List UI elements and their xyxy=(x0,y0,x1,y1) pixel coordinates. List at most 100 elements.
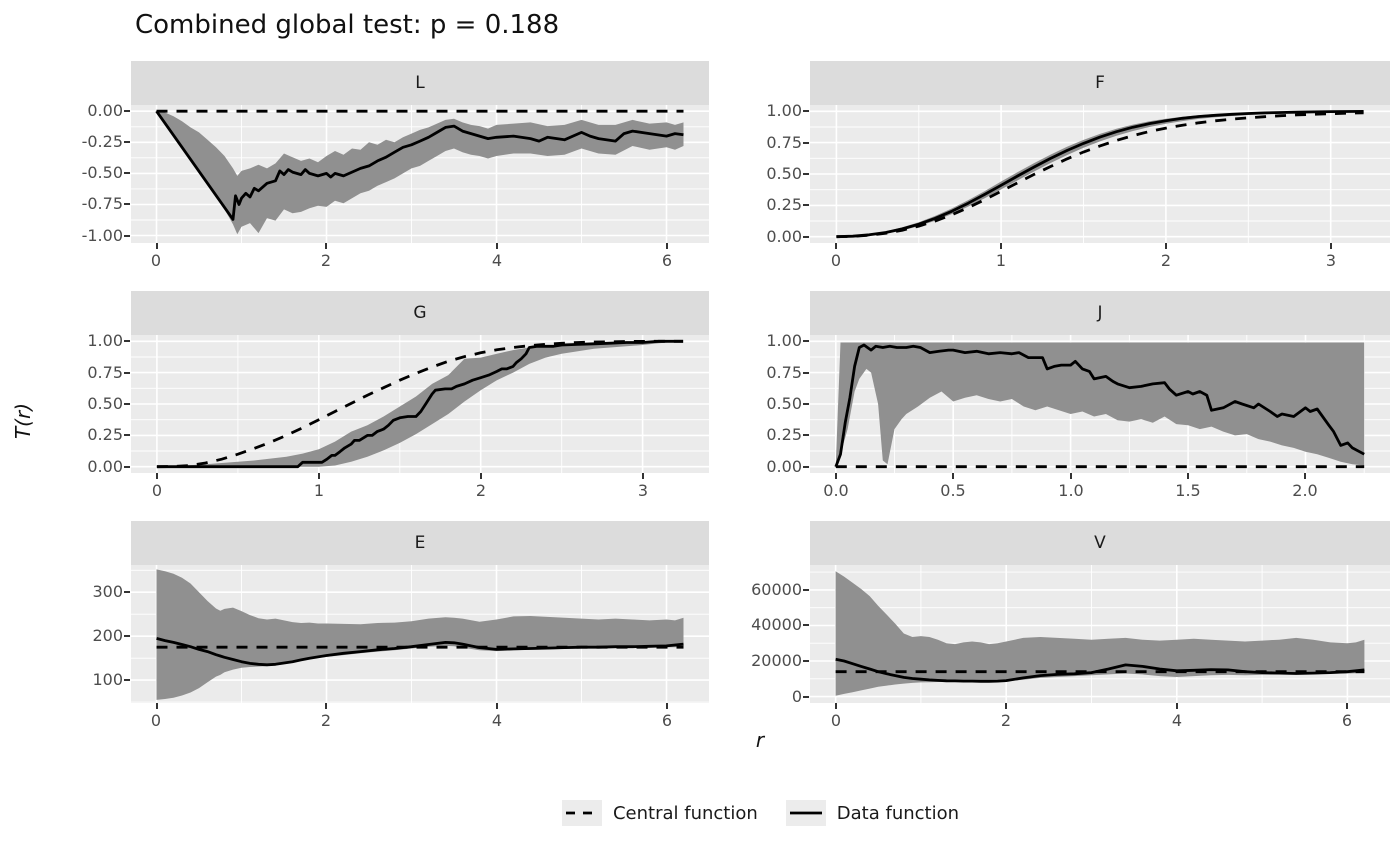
y-tick-label: 0.50 xyxy=(87,394,123,413)
page-title: Combined global test: p = 0.188 xyxy=(135,10,560,40)
x-tick-label: 0 xyxy=(830,251,842,270)
y-tick-mark xyxy=(124,141,130,143)
y-tick-mark xyxy=(124,235,130,237)
y-tick-mark xyxy=(803,466,809,468)
y-tick-label: -1.00 xyxy=(81,226,123,245)
y-tick-label: -0.75 xyxy=(81,194,123,213)
data-function-line-E xyxy=(156,637,684,667)
y-tick-label: 0 xyxy=(791,687,802,706)
y-tick-mark xyxy=(803,204,809,206)
y-tick-mark xyxy=(803,696,809,698)
x-tick-mark xyxy=(156,473,158,479)
y-tick-mark xyxy=(124,203,130,205)
x-tick-mark xyxy=(642,473,644,479)
y-tick-label: 0.75 xyxy=(87,363,123,382)
y-tick-mark xyxy=(124,635,130,637)
legend-item-central: Central function xyxy=(561,800,758,826)
y-tick-label: 0.00 xyxy=(766,227,802,246)
x-tick-mark xyxy=(318,473,320,479)
x-tick-mark xyxy=(666,243,668,249)
y-tick-mark xyxy=(124,434,130,436)
x-tick-label: 2.0 xyxy=(1292,481,1318,500)
x-tick-mark xyxy=(1330,243,1332,249)
y-tick-mark xyxy=(124,679,130,681)
x-tick-label: 0 xyxy=(150,251,162,270)
y-tick-mark xyxy=(803,142,809,144)
y-tick-mark xyxy=(803,372,809,374)
envelope-band-G xyxy=(156,341,684,467)
x-tick-label: 3 xyxy=(637,481,649,500)
y-tick-mark xyxy=(803,340,809,342)
plot-area-L: 0.00 -0.25 -0.50 -0.75 -1.00 0 2 4 6 xyxy=(82,101,709,270)
y-tick-label: 200 xyxy=(92,626,123,645)
y-tick-label: 300 xyxy=(92,582,123,601)
legend-label-data: Data function xyxy=(836,802,960,824)
y-tick-mark xyxy=(803,173,809,175)
x-tick-label: 1 xyxy=(313,481,325,500)
x-tick-label: 2 xyxy=(475,481,487,500)
x-tick-label: 1 xyxy=(995,251,1007,270)
data-function-line-G xyxy=(156,339,684,469)
y-tick-label: 60000 xyxy=(751,580,802,599)
y-tick-label: -0.50 xyxy=(81,163,123,182)
x-tick-label: 4 xyxy=(491,251,503,270)
x-tick-mark xyxy=(480,473,482,479)
y-tick-mark xyxy=(803,434,809,436)
plot-area-E: 300 200 100 0 2 4 6 xyxy=(92,565,709,730)
facet-strip-E: E xyxy=(131,521,709,565)
x-tick-label: 2 xyxy=(320,251,332,270)
y-tick-label: 0.75 xyxy=(766,363,802,382)
y-tick-label: 100 xyxy=(92,670,123,689)
y-tick-label: 20000 xyxy=(751,651,802,670)
facet-panel-L: L 0.00 -0.25 -0.50 -0.75 -1.00 0 2 4 6 xyxy=(82,61,709,270)
x-tick-mark xyxy=(1176,703,1178,709)
plot-area-F: 1.00 0.75 0.50 0.25 0.00 0 1 2 3 xyxy=(766,101,1390,270)
envelope-band-V xyxy=(835,571,1365,696)
x-tick-mark xyxy=(835,703,837,709)
x-tick-mark xyxy=(156,243,158,249)
facet-strip-J: J xyxy=(810,291,1390,335)
x-tick-mark xyxy=(952,473,954,479)
envelope-band-L xyxy=(156,111,684,235)
x-tick-label: 2 xyxy=(1000,711,1012,730)
y-tick-label: 0.75 xyxy=(766,133,802,152)
y-tick-mark xyxy=(803,624,809,626)
x-tick-mark xyxy=(325,703,327,709)
data-function-line-F xyxy=(836,110,1364,239)
central-function-line-F xyxy=(836,111,1364,239)
dashed-line-icon xyxy=(561,800,602,826)
x-tick-label: 0 xyxy=(151,481,163,500)
facet-panel-F: F 1.00 0.75 0.50 0.25 0.00 0 1 2 3 xyxy=(766,61,1390,270)
y-tick-mark xyxy=(803,660,809,662)
y-tick-mark xyxy=(803,236,809,238)
x-tick-mark xyxy=(1187,473,1189,479)
data-function-line-J xyxy=(834,343,1365,468)
y-tick-label: 0.25 xyxy=(766,195,802,214)
facet-strip-F: F xyxy=(810,61,1390,105)
y-tick-label: 1.00 xyxy=(766,331,802,350)
envelope-band-E xyxy=(156,569,684,700)
plot-area-J: 1.00 0.75 0.50 0.25 0.00 0.0 0.5 1.0 1.5 2.0 xyxy=(766,331,1390,500)
x-tick-label: 4 xyxy=(491,711,503,730)
x-tick-mark xyxy=(325,243,327,249)
y-tick-mark xyxy=(124,591,130,593)
x-tick-label: 2 xyxy=(320,711,332,730)
x-tick-mark xyxy=(1000,243,1002,249)
y-tick-label: 0.50 xyxy=(766,164,802,183)
facet-panel-J: J 1.00 0.75 0.50 0.25 0.00 0.0 0.5 1.0 1.5 2.0 xyxy=(766,291,1390,500)
x-tick-label: 6 xyxy=(661,251,673,270)
y-tick-label: 1.00 xyxy=(766,101,802,120)
envelope-band-F xyxy=(836,111,1364,237)
y-tick-label: 0.00 xyxy=(87,457,123,476)
facet-strip-V: V xyxy=(810,521,1390,565)
y-tick-label: 1.00 xyxy=(87,331,123,350)
x-tick-label: 6 xyxy=(1341,711,1353,730)
x-tick-mark xyxy=(835,243,837,249)
y-tick-mark xyxy=(803,403,809,405)
plot-area-G: 1.00 0.75 0.50 0.25 0.00 0 1 2 3 xyxy=(87,331,709,500)
x-tick-mark xyxy=(1346,703,1348,709)
facet-strip-L: L xyxy=(131,61,709,105)
y-tick-mark xyxy=(124,466,130,468)
x-tick-label: 0 xyxy=(830,711,842,730)
